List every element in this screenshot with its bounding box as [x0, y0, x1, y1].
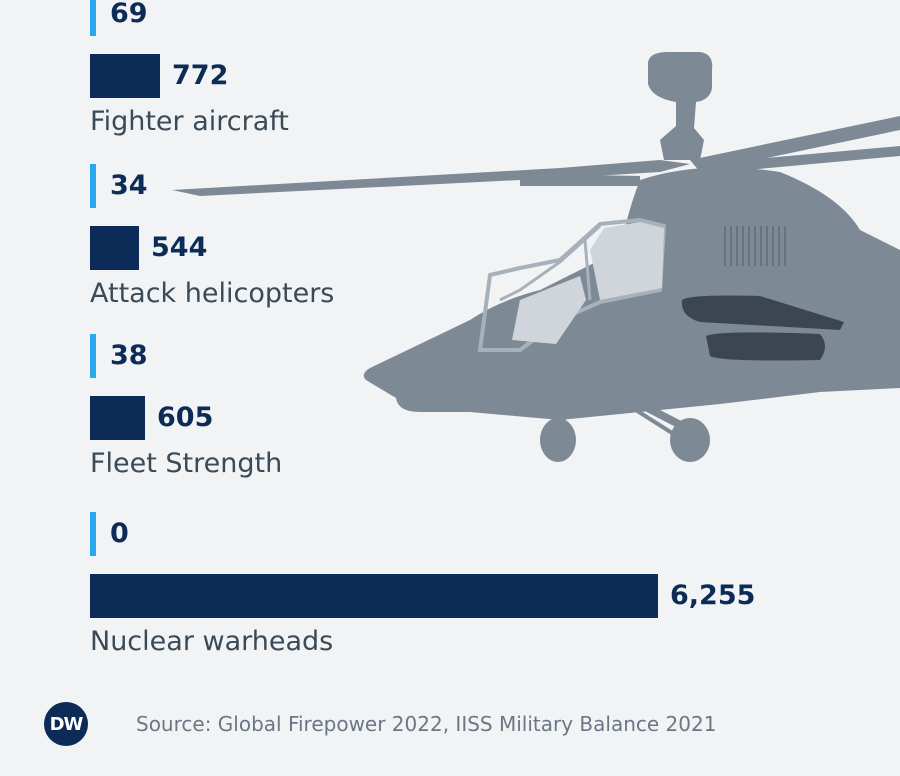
value-label-fleet-strength-series-2: 605 [157, 402, 214, 433]
dw-logo: DW [44, 702, 88, 746]
bar-fleet-strength-series-1 [90, 334, 96, 378]
value-label-nuclear-warheads-series-2: 6,255 [670, 580, 756, 611]
value-label-fighter-aircraft-series-2: 772 [172, 60, 229, 91]
footer: DW Source: Global Firepower 2022, IISS M… [44, 702, 716, 746]
bar-fighter-aircraft-series-1 [90, 0, 96, 36]
category-label-nuclear-warheads: Nuclear warheads [90, 626, 334, 657]
value-label-fleet-strength-series-1: 38 [110, 340, 148, 371]
category-label-fleet-strength: Fleet Strength [90, 448, 283, 479]
value-label-attack-helicopters-series-2: 544 [151, 232, 208, 263]
value-label-attack-helicopters-series-1: 34 [110, 170, 148, 201]
bar-nuclear-warheads-series-1 [90, 512, 96, 556]
bar-fighter-aircraft-series-2 [90, 54, 160, 98]
category-label-fighter-aircraft: Fighter aircraft [90, 106, 289, 137]
bar-nuclear-warheads-series-2 [90, 574, 658, 618]
bar-attack-helicopters-series-2 [90, 226, 139, 270]
value-label-fighter-aircraft-series-1: 69 [110, 0, 148, 29]
value-label-nuclear-warheads-series-1: 0 [110, 518, 129, 549]
category-label-attack-helicopters: Attack helicopters [90, 278, 335, 309]
dw-logo-text: DW [49, 713, 84, 735]
source-note: Source: Global Firepower 2022, IISS Mili… [136, 712, 717, 736]
bar-fleet-strength-series-2 [90, 396, 145, 440]
bar-attack-helicopters-series-1 [90, 164, 96, 208]
